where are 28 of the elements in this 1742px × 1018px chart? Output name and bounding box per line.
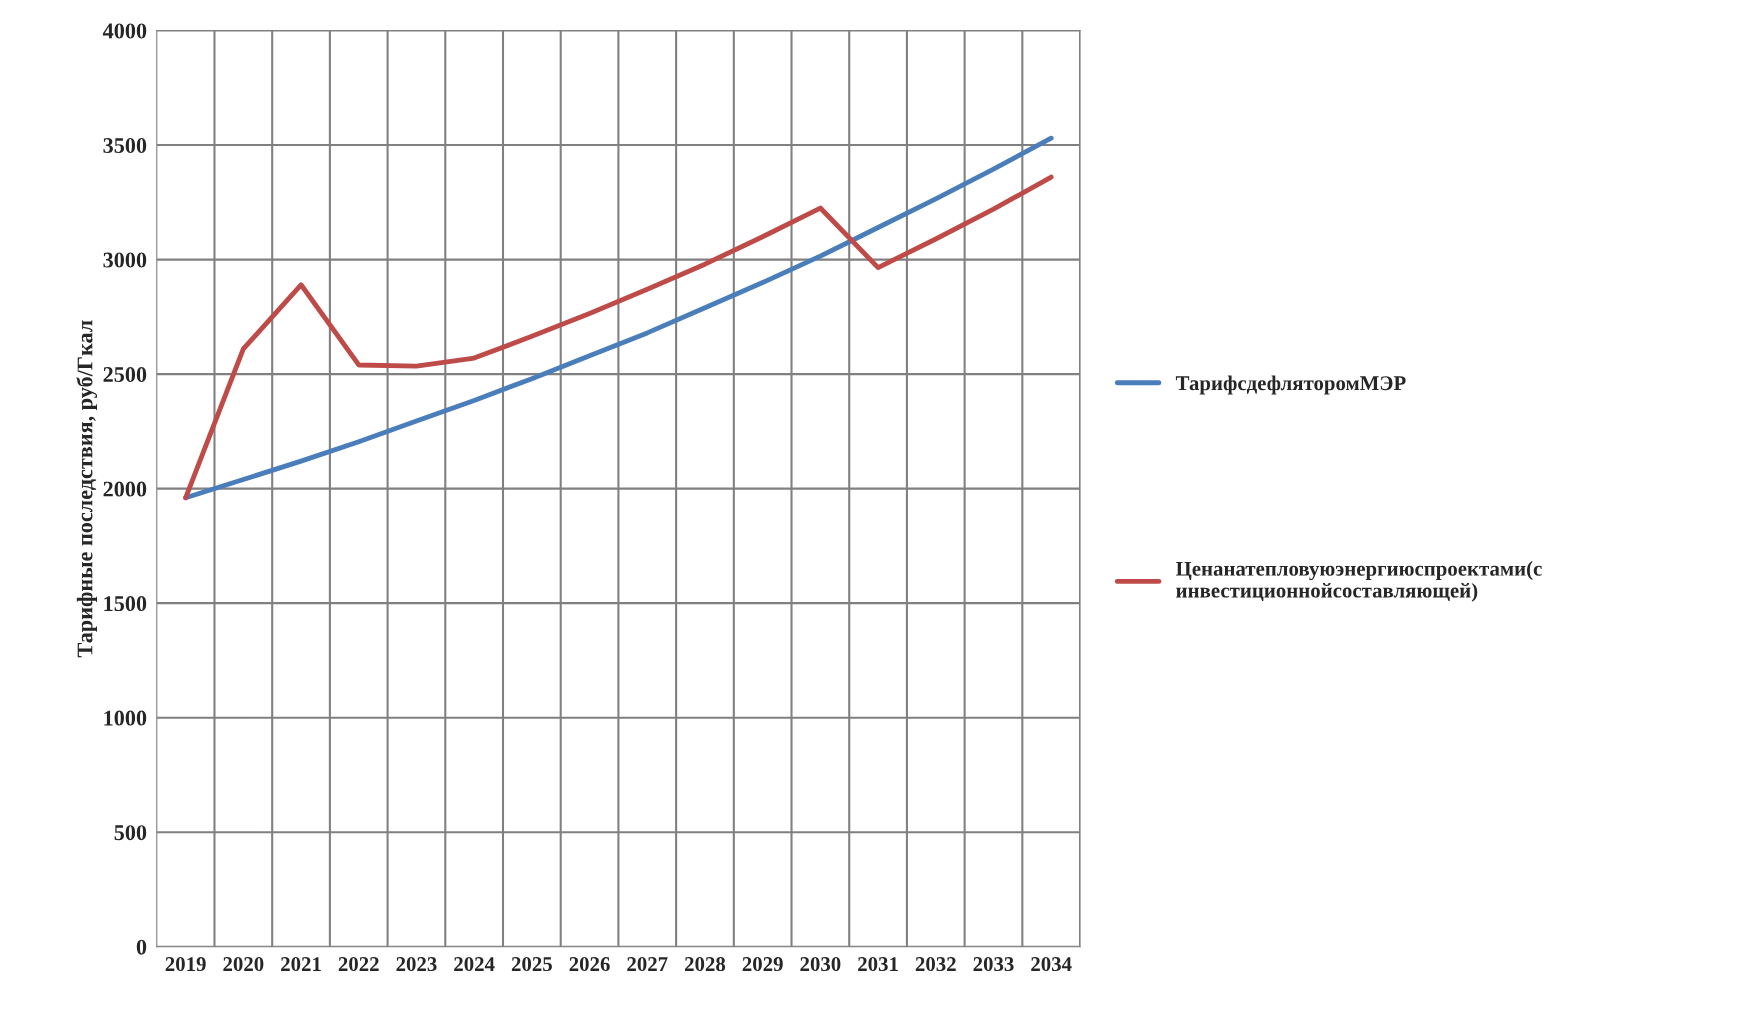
x-tick-label: 2019 — [165, 957, 206, 972]
legend-label: Ценанатепловуюэнергиюспроектами(с инвестиционнойсоставляющей) — [1176, 561, 1542, 602]
x-tick-label: 2026 — [569, 957, 610, 972]
y-tick-label: 2000 — [103, 481, 147, 497]
y-tick-label: 2500 — [103, 367, 147, 383]
y-tick-label: 1000 — [104, 710, 147, 726]
x-tick-label: 2021 — [281, 957, 321, 972]
x-tick-label: 2031 — [858, 957, 898, 972]
y-axis-title: Тарифные последствия, руб/Гкал — [76, 320, 98, 658]
x-tick-label: 2022 — [338, 957, 379, 972]
x-tick-label: 2033 — [973, 957, 1014, 972]
y-tick-label: 3000 — [103, 252, 147, 268]
x-tick-label: 2030 — [800, 957, 841, 972]
x-tick-label: 2034 — [1031, 957, 1072, 972]
x-tick-label: 2023 — [396, 957, 437, 972]
x-tick-label: 2024 — [454, 957, 495, 972]
y-tick-label: 500 — [114, 825, 147, 841]
x-tick-label: 2020 — [223, 957, 264, 972]
y-tick-label: 0 — [136, 939, 147, 955]
x-tick-label: 2027 — [627, 957, 668, 972]
x-tick-label: 2029 — [742, 957, 783, 972]
x-tick-label: 2025 — [511, 957, 552, 972]
y-tick-label: 1500 — [104, 596, 147, 612]
y-tick-label: 3500 — [103, 138, 147, 153]
x-tick-label: 2028 — [685, 957, 726, 972]
y-tick-label: 4000 — [102, 23, 147, 39]
x-tick-label: 2032 — [915, 957, 956, 972]
legend-label: ТарифсдефляторомМЭР — [1175, 375, 1406, 395]
